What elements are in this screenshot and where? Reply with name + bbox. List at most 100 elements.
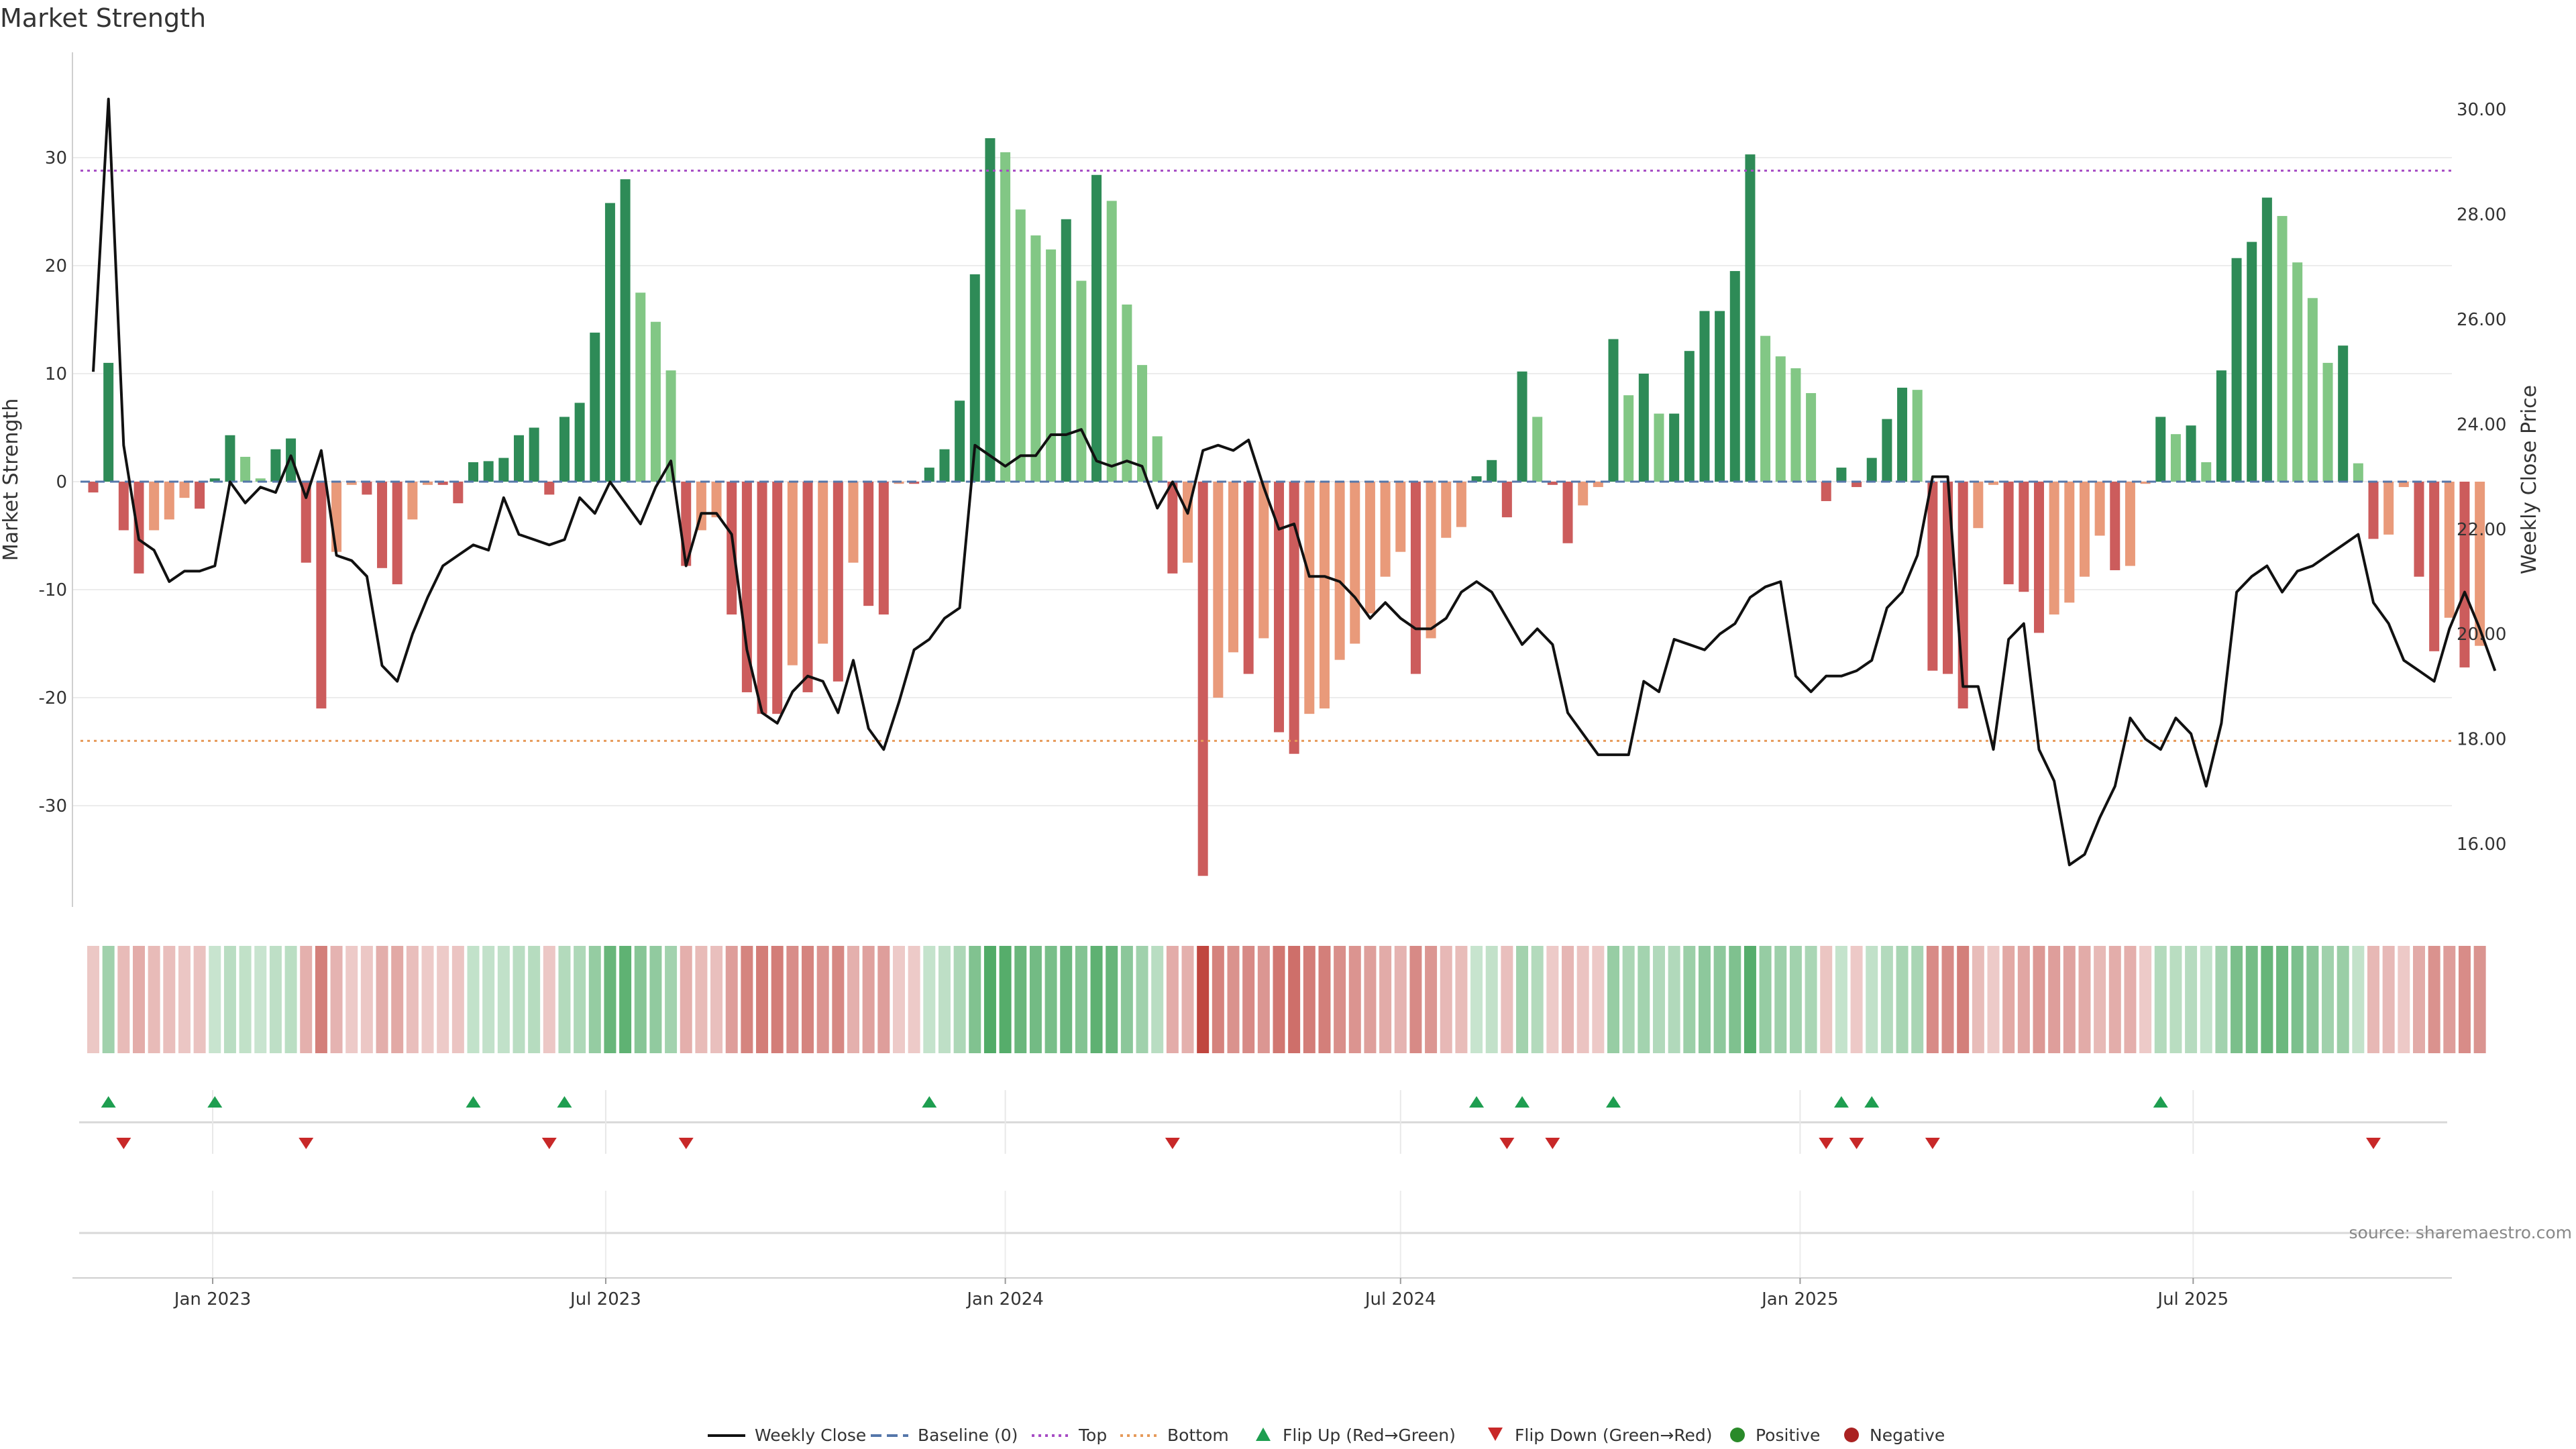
strength-bar: [118, 482, 129, 531]
strength-bar: [2094, 482, 2105, 536]
strength-bar: [209, 478, 220, 482]
heat-cell: [604, 946, 616, 1053]
strength-bar: [1426, 482, 1436, 639]
heat-cell: [148, 946, 160, 1053]
strength-bar: [1487, 460, 1497, 482]
strength-bar: [559, 417, 570, 482]
strength-bar: [1715, 311, 1725, 482]
strength-bar: [1790, 368, 1801, 482]
heat-cell: [345, 946, 358, 1053]
strength-bar: [863, 482, 874, 606]
strength-bar: [604, 203, 615, 482]
strength-bar: [1122, 304, 1132, 482]
flip-up-markers: [101, 1096, 2168, 1108]
heat-cell: [938, 946, 951, 1053]
x-tick-label: Jan 2023: [173, 1289, 252, 1309]
strength-bar: [179, 482, 190, 498]
heat-cell: [588, 946, 601, 1053]
heat-cell: [1759, 946, 1772, 1053]
heat-cell: [877, 946, 890, 1053]
strength-bar: [513, 435, 524, 482]
heat-cell: [1166, 946, 1179, 1053]
strength-bar: [1213, 482, 1224, 698]
strength-bar: [2475, 482, 2485, 646]
flip-down-marker: [1499, 1138, 1515, 1149]
heat-cell: [725, 946, 738, 1053]
strength-bar: [1046, 249, 1057, 482]
heat-cell: [117, 946, 130, 1053]
heat-cell: [665, 946, 678, 1053]
heat-cell: [223, 946, 236, 1053]
strength-bar: [2353, 463, 2363, 482]
heat-cell: [1348, 946, 1361, 1053]
heat-cell: [680, 946, 692, 1053]
legend-item-top: Top: [1032, 1426, 1107, 1445]
heat-cell: [1531, 946, 1544, 1053]
heat-cell: [467, 946, 480, 1053]
strength-bar: [1167, 482, 1178, 574]
flip-up-marker: [466, 1096, 481, 1108]
strength-bar: [2444, 482, 2455, 618]
strength-bar: [1501, 482, 1512, 518]
x-axis-ticks: Jan 2023 Jul 2023 Jan 2024 Jul 2024 Jan 2025…: [173, 1278, 2229, 1309]
heat-cell: [1668, 946, 1680, 1053]
heat-cell: [1941, 946, 1954, 1053]
strength-bar: [772, 482, 783, 714]
strength-bar: [1152, 436, 1163, 482]
strength-bar: [1699, 311, 1710, 482]
heat-cell: [193, 946, 206, 1053]
legend-label: Negative: [1870, 1426, 1945, 1445]
strength-bar: [1532, 417, 1543, 482]
flip-up-marker: [2153, 1096, 2168, 1108]
heat-cell: [1774, 946, 1787, 1053]
strength-bar: [468, 462, 478, 482]
heat-cell: [2124, 946, 2137, 1053]
strength-bar: [635, 292, 646, 482]
x-tick-label: Jul 2024: [1364, 1289, 1436, 1309]
weekly-close-line: [92, 97, 2497, 867]
strength-bar: [1927, 482, 1938, 671]
heat-cell: [1957, 946, 1970, 1053]
strength-bar: [1395, 482, 1406, 552]
flip-down-marker: [2366, 1138, 2381, 1149]
legend-item-baseline: Baseline (0): [871, 1426, 1018, 1445]
heat-cell: [2306, 946, 2319, 1053]
strength-bar: [407, 482, 418, 520]
strength-bar: [270, 449, 281, 482]
y-tick-label: 30: [45, 148, 67, 168]
flip-up-marker: [1864, 1096, 1880, 1108]
heat-cell: [1181, 946, 1194, 1053]
heat-cell: [2231, 946, 2243, 1053]
strength-bar: [1471, 476, 1482, 482]
flip-down-marker: [1165, 1138, 1180, 1149]
strength-bar: [1441, 482, 1452, 538]
strength-bar: [483, 461, 494, 482]
heat-cell: [1273, 946, 1285, 1053]
strength-bar: [1821, 482, 1831, 501]
heat-cell: [983, 946, 996, 1053]
y-tick-label: 10: [45, 364, 67, 384]
strength-bar: [286, 438, 297, 482]
y2-tick-label: 24.00: [2457, 415, 2506, 435]
heat-cell: [421, 946, 434, 1053]
flip-up-marker: [101, 1096, 116, 1108]
heat-cell: [816, 946, 829, 1053]
strength-bar: [2398, 482, 2409, 488]
legend-item-bottom: Bottom: [1120, 1426, 1229, 1445]
strength-bar: [149, 482, 160, 531]
x-tick-label: Jul 2023: [569, 1289, 641, 1309]
strength-bar: [818, 482, 828, 644]
heat-cell: [132, 946, 145, 1053]
heat-cell: [102, 946, 115, 1053]
strength-bar: [2231, 258, 2242, 482]
heat-cell: [2063, 946, 2076, 1053]
heat-cell: [1151, 946, 1164, 1053]
flip-down-marker: [1545, 1138, 1560, 1149]
heat-cell: [969, 946, 981, 1053]
strength-bar: [802, 482, 813, 692]
strength-bar: [1593, 482, 1603, 488]
strength-bar: [316, 482, 327, 709]
heat-cell: [1987, 946, 2000, 1053]
strength-bar: [727, 482, 737, 615]
heat-cell: [1029, 946, 1042, 1053]
